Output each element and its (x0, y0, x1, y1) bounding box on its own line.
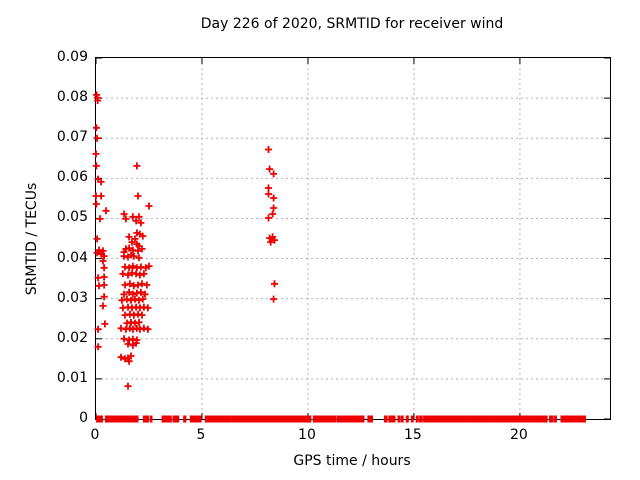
zero-band-segment (222, 415, 226, 423)
plot-title: Day 226 of 2020, SRMTID for receiver win… (200, 16, 504, 32)
zero-band-segment (460, 415, 470, 423)
y-tick-label: 0.09 (56, 49, 88, 65)
zero-band-segment (482, 415, 495, 423)
y-tick-label: 0.07 (56, 129, 88, 146)
zero-band-segment (235, 415, 239, 423)
zero-band-segment (161, 415, 172, 423)
zero-band-segment (233, 415, 237, 423)
x-tick-label: 15 (404, 427, 422, 443)
y-tick-label: 0.03 (56, 289, 88, 306)
zero-band-segment (355, 415, 365, 423)
zero-band-segment (367, 415, 371, 423)
zero-band-segment (104, 415, 139, 423)
zero-band-segment (195, 415, 202, 423)
zero-band-segment (410, 415, 414, 423)
data-point-markers (92, 91, 278, 390)
y-tick-label: 0.06 (56, 169, 88, 186)
x-tick-label: 20 (509, 427, 528, 443)
zero-band-segment (369, 415, 373, 423)
zero-band-segment (454, 415, 462, 423)
zero-band-segment (240, 415, 260, 423)
zero-band-segment (336, 415, 357, 423)
zero-band-segment (415, 415, 419, 423)
y-tick-label: 0.04 (56, 249, 88, 266)
zero-band-segment (438, 415, 448, 423)
zero-band-segment (258, 415, 272, 423)
zero-band-segment (560, 415, 570, 423)
x-tick-label: 5 (196, 427, 206, 443)
zero-band-segment (204, 415, 222, 423)
zero-band-segment (434, 415, 439, 423)
zero-band-segment (494, 415, 510, 423)
zero-band-segment (388, 415, 393, 423)
x-tick-label: 0 (90, 427, 100, 443)
zero-band-segment (142, 415, 146, 423)
zero-band-segment (383, 415, 388, 423)
zero-band-segment (172, 415, 180, 423)
y-tick-label: 0 (79, 410, 88, 426)
plot-canvas (92, 57, 610, 423)
zero-band-segment (312, 415, 337, 423)
zero-band-segment (397, 415, 401, 423)
zero-band-segment (226, 415, 230, 423)
zero-band-segment (542, 415, 548, 423)
x-axis-label: GPS time / hours (293, 453, 411, 469)
zero-band-segment (237, 415, 241, 423)
zero-band-segment (447, 415, 455, 423)
zero-band-segment (508, 415, 517, 423)
zero-band-segment (231, 415, 235, 423)
zero-band-segment (224, 415, 228, 423)
zero-band-segment (220, 415, 224, 423)
zero-band-segment (518, 415, 522, 423)
zero-band-segment (549, 415, 554, 423)
zero-band-segment (524, 415, 536, 423)
zero-band-segment (521, 415, 525, 423)
zero-band-segment (469, 415, 483, 423)
y-tick-label: 0.05 (56, 209, 88, 226)
x-tick-label: 10 (298, 427, 316, 443)
zero-band-segment (568, 415, 578, 423)
y-tick-label: 0.02 (56, 329, 88, 346)
zero-band-segment (535, 415, 543, 423)
y-tick-label: 0.01 (56, 369, 88, 386)
zero-band-segment (270, 415, 312, 423)
zero-band-segment (183, 415, 187, 423)
zero-band-segment (189, 415, 196, 423)
y-tick-label: 0.08 (56, 89, 88, 106)
zero-band-segment (580, 415, 586, 423)
zero-band-segment (419, 415, 423, 423)
zero-band-segment (149, 415, 153, 423)
zero-band-segment (423, 415, 435, 423)
plot-area (92, 57, 611, 423)
zero-band-segment (228, 415, 232, 423)
zero-band-segment (400, 415, 404, 423)
zero-band-segment (405, 415, 409, 423)
zero-band-segment (392, 415, 396, 423)
zero-band-segment (145, 415, 149, 423)
zero-band-segment (515, 415, 520, 423)
zero-band-segment (577, 415, 581, 423)
zero-band-segment (96, 415, 103, 423)
zero-band-segment (553, 415, 557, 423)
